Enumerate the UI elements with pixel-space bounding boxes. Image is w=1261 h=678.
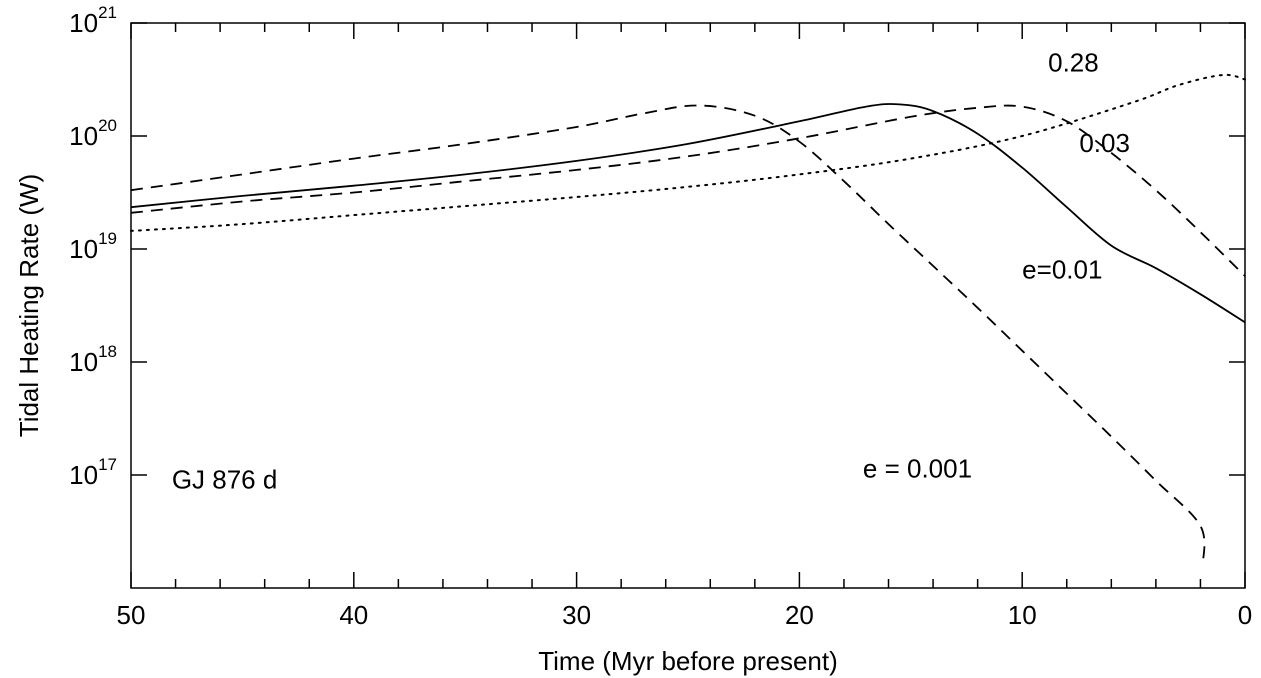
x-tick-label: 40 xyxy=(339,600,368,630)
series-line-2 xyxy=(130,104,1206,566)
y-tick-base: 10 xyxy=(69,460,98,490)
x-tick-label: 10 xyxy=(1008,600,1037,630)
y-tick-exponent: 20 xyxy=(98,116,117,135)
y-tick-label: 1021 xyxy=(69,3,117,38)
y-tick-label: 1020 xyxy=(69,116,117,151)
y-tick-exponent: 17 xyxy=(98,455,117,474)
series-line-0 xyxy=(130,103,1246,324)
x-tick-label: 0 xyxy=(1238,600,1252,630)
annotation-label: e = 0.001 xyxy=(863,453,972,483)
y-tick-label: 1019 xyxy=(69,229,117,264)
x-tick-label: 50 xyxy=(117,600,146,630)
y-tick-base: 10 xyxy=(69,8,98,38)
annotations-layer: 0.28 0.03 e=0.01 e = 0.001 GJ 876 d xyxy=(172,48,1130,495)
y-tick-base: 10 xyxy=(69,347,98,377)
y-tick-label: 1017 xyxy=(69,455,117,490)
plot-frame xyxy=(130,22,1246,589)
y-tick-exponent: 18 xyxy=(98,342,117,361)
annotation-label: e=0.01 xyxy=(1022,254,1102,284)
annotation-label: 0.28 xyxy=(1048,48,1099,78)
y-tick-label: 1018 xyxy=(69,342,117,377)
y-tick-base: 10 xyxy=(69,121,98,151)
y-tick-base: 10 xyxy=(69,234,98,264)
y-axis-label: Tidal Heating Rate (W) xyxy=(14,174,44,437)
annotation-label: GJ 876 d xyxy=(172,465,278,495)
y-tick-exponent: 21 xyxy=(98,3,117,22)
x-tick-label: 30 xyxy=(562,600,591,630)
annotation-label: 0.03 xyxy=(1079,128,1130,158)
series-layer xyxy=(130,73,1246,566)
y-tick-exponent: 19 xyxy=(98,229,117,248)
x-tick-label: 20 xyxy=(785,600,814,630)
series-line-3 xyxy=(130,73,1246,232)
x-axis-label: Time (Myr before present) xyxy=(538,646,838,676)
ticks-layer xyxy=(130,22,1246,588)
series-line-1 xyxy=(130,104,1246,277)
